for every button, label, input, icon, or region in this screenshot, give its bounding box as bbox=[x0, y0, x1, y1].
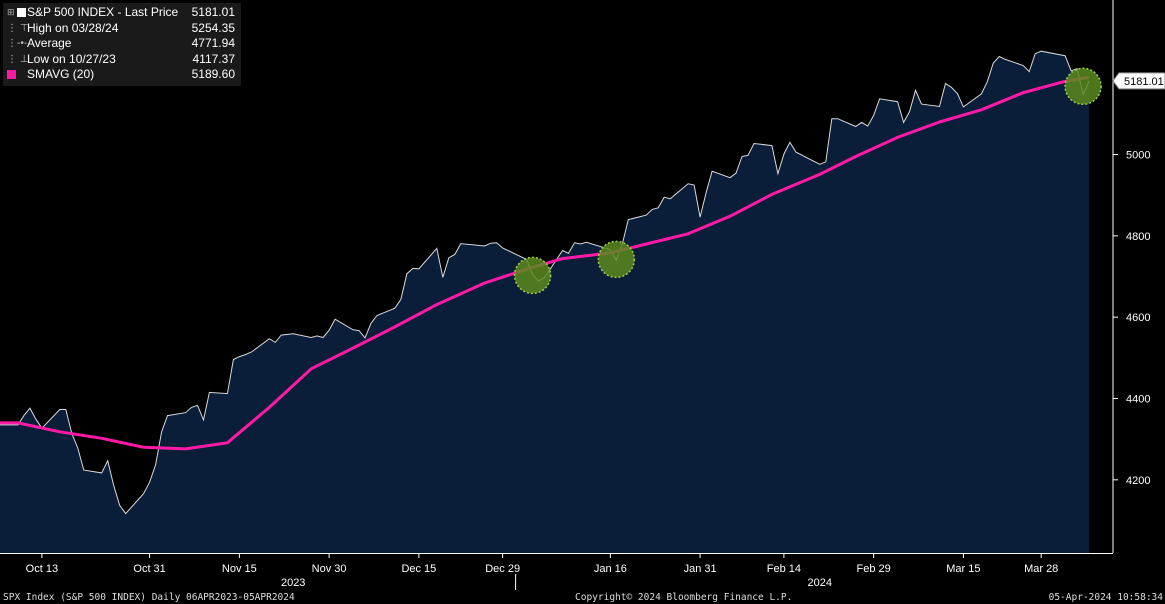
legend-row-sma: SMAVG (20) 5189.60 bbox=[7, 67, 235, 83]
legend-value: 4117.37 bbox=[192, 51, 236, 66]
legend-value: 5254.35 bbox=[191, 20, 235, 35]
x-tick-label: Nov 15 bbox=[222, 563, 257, 575]
legend-row-average: ⋮-•- Average 4771.94 bbox=[7, 36, 235, 52]
legend-row-low: ⋮ ⊥ Low on 10/27/23 4117.37 bbox=[7, 52, 235, 68]
legend-label: S&P 500 INDEX - Last Price bbox=[27, 5, 179, 19]
x-tick-label: Feb 14 bbox=[767, 563, 801, 575]
average-line-icon: ⋮-•- bbox=[7, 38, 28, 49]
x-tick-label: Jan 16 bbox=[594, 563, 627, 575]
footer-center: Copyright© 2024 Bloomberg Finance L.P. bbox=[575, 592, 793, 603]
x-tick-label: Mar 28 bbox=[1024, 563, 1058, 575]
legend-value: 5189.60 bbox=[191, 67, 235, 81]
y-tick-label: 4600 bbox=[1126, 312, 1150, 324]
high-marker-icon: ⋮ ⊤ bbox=[7, 22, 29, 34]
x-tick-label: Oct 13 bbox=[26, 563, 58, 575]
legend-row-price: ⊞ S&P 500 INDEX - Last Price 5181.01 bbox=[7, 5, 235, 21]
x-tick-label: Jan 31 bbox=[684, 563, 717, 575]
x-tick-label: Mar 15 bbox=[946, 563, 980, 575]
axes: 4200 4400 4600 4800 5000 5181.01 Oct 13 Oct 31 N… bbox=[0, 0, 1165, 590]
legend-value: 4771.94 bbox=[191, 36, 235, 50]
legend-row-high: ⋮ ⊤ High on 03/28/24 5254.35 bbox=[7, 21, 235, 37]
legend-label: SMAVG (20) bbox=[27, 67, 95, 81]
y-tick-label: 4400 bbox=[1126, 393, 1150, 405]
legend-value: 5181.01 bbox=[191, 5, 235, 19]
x-tick-label: Feb 29 bbox=[857, 563, 891, 575]
legend-label: Low on 10/27/23 bbox=[27, 51, 116, 66]
y-tick-label: 4200 bbox=[1126, 475, 1150, 487]
y-tick-label: 5000 bbox=[1126, 150, 1150, 162]
x-tick-label: Nov 30 bbox=[312, 563, 347, 575]
white-square-icon bbox=[16, 8, 26, 18]
x-tick-label: Oct 31 bbox=[133, 563, 165, 575]
y-tick-label: 4800 bbox=[1126, 231, 1150, 243]
footer-left: SPX Index (S&P 500 INDEX) Daily 06APR202… bbox=[3, 592, 295, 603]
magenta-square-icon bbox=[7, 70, 27, 80]
low-marker-icon: ⋮ ⊥ bbox=[7, 53, 29, 65]
legend-label: Average bbox=[27, 36, 72, 50]
collapse-icon[interactable]: ⊞ bbox=[7, 5, 27, 21]
year-label-2024: 2024 bbox=[808, 577, 832, 589]
last-price-tag-label: 5181.01 bbox=[1124, 76, 1164, 88]
highlight-circle-1 bbox=[513, 256, 552, 295]
footer-right: 05-Apr-2024 10:58:34 bbox=[1048, 592, 1163, 603]
x-tick-label: Dec 29 bbox=[485, 563, 520, 575]
x-tick-label: Dec 15 bbox=[401, 563, 436, 575]
last-price-tag bbox=[1112, 72, 1165, 90]
year-label-2023: 2023 bbox=[281, 577, 305, 589]
chart-legend: ⊞ S&P 500 INDEX - Last Price 5181.01 ⋮ ⊤… bbox=[3, 3, 241, 86]
highlight-markers bbox=[513, 67, 1102, 295]
legend-label: High on 03/28/24 bbox=[27, 20, 119, 35]
highlight-circle-3 bbox=[1064, 67, 1102, 106]
highlight-circle-2 bbox=[597, 240, 636, 279]
